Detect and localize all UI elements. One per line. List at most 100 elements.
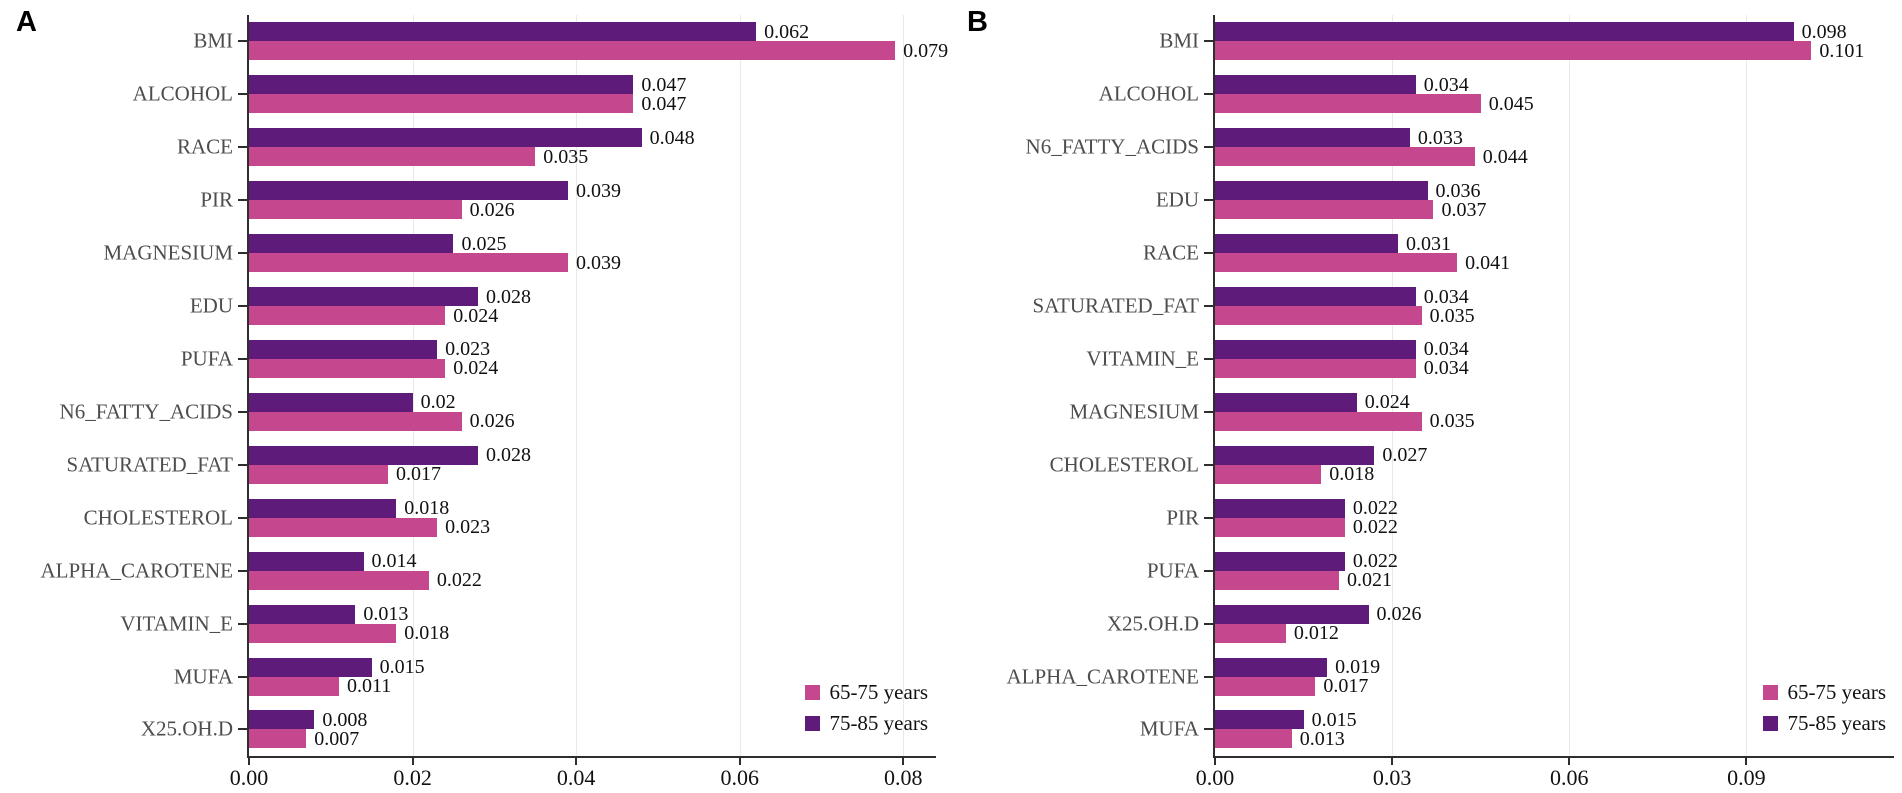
bar-pair: 0.013 0.018 (249, 603, 936, 643)
category-label: BMI (1159, 28, 1199, 53)
bar-value-label: 0.007 (314, 727, 360, 750)
category-label: VITAMIN_E (1086, 346, 1199, 371)
x-axis-tick-label: 0.03 (1372, 765, 1412, 790)
bar-value-label: 0.015 (379, 656, 425, 679)
bar-line: 0.022 (1215, 551, 1894, 571)
bar-value-label: 0.013 (363, 603, 409, 626)
bar-75-85 (1215, 128, 1410, 148)
legend-label: 75-85 years (1787, 711, 1886, 735)
bar-65-75 (1215, 147, 1475, 167)
bar-65-75 (249, 729, 307, 749)
bar-75-85 (249, 339, 438, 359)
legend-label: 65-75 years (829, 680, 928, 704)
x-axis-tick (738, 756, 741, 765)
bar-65-75 (1215, 729, 1292, 749)
bar-value-label: 0.101 (1819, 39, 1865, 62)
category-group: EDU 0.028 0.024 (190, 280, 936, 333)
y-axis-tick (1204, 305, 1213, 308)
bar-pair: 0.034 0.034 (1215, 339, 1894, 378)
y-axis-tick (1204, 252, 1213, 255)
bar-value-label: 0.048 (649, 126, 695, 149)
x-gridline (412, 15, 414, 756)
legend-entry: 75-85 years (805, 713, 928, 734)
category-label: N6_FATTY_ACIDS (1025, 134, 1199, 159)
bar-line: 0.037 (1215, 200, 1894, 220)
category-label: X25.OH.D (1106, 611, 1199, 636)
bar-line: 0.024 (1215, 392, 1894, 412)
category-group: CHOLESTEROL 0.027 0.018 (1050, 438, 1894, 491)
bar-75-85 (249, 234, 454, 254)
y-axis-tick (1204, 146, 1213, 149)
bar-line: 0.028 (249, 287, 936, 307)
category-label: PIR (1166, 505, 1199, 530)
bar-65-75 (1215, 306, 1422, 326)
category-group: MAGNESIUM 0.025 0.039 (103, 227, 936, 280)
x-axis-tick (902, 756, 905, 765)
bar-line: 0.044 (1215, 147, 1894, 167)
bar-line: 0.047 (249, 75, 936, 95)
bar-line: 0.022 (1215, 498, 1894, 518)
panel-b: B 0.00 0.03 0.06 0.09 BMI 0.098 0.101 ALCOHOL 0.… (951, 0, 1902, 793)
bar-75-85 (249, 551, 364, 571)
legend: 65-75 years 75-85 years (805, 682, 928, 734)
bar-75-85 (1215, 710, 1304, 730)
category-label: EDU (189, 293, 233, 318)
bar-65-75 (1215, 570, 1339, 590)
y-axis-tick (238, 463, 247, 466)
panel-letter-b: B (967, 6, 988, 38)
bar-75-85 (1215, 604, 1369, 624)
bar-value-label: 0.031 (1406, 232, 1452, 255)
bar-75-85 (249, 498, 397, 518)
bar-75-85 (1215, 287, 1416, 307)
bar-value-label: 0.015 (1311, 708, 1357, 731)
bar-line: 0.098 (1215, 22, 1894, 42)
category-label: BMI (193, 28, 233, 53)
x-axis-tick-label: 0.00 (229, 765, 269, 790)
bar-75-85 (249, 287, 478, 307)
bar-line: 0.023 (249, 517, 936, 537)
bar-pair: 0.031 0.041 (1215, 232, 1894, 273)
legend: 65-75 years 75-85 years (1763, 682, 1886, 734)
y-axis-tick (1204, 410, 1213, 413)
bar-line: 0.039 (249, 181, 936, 201)
bar-line: 0.018 (1215, 463, 1894, 486)
bar-line: 0.048 (249, 126, 936, 149)
x-gridline (903, 15, 905, 756)
y-axis-tick (1204, 93, 1213, 96)
bar-65-75 (249, 200, 462, 220)
category-group: VITAMIN_E 0.013 0.018 (120, 597, 936, 650)
category-group: PIR 0.022 0.022 (1166, 491, 1894, 544)
category-label: RACE (176, 134, 233, 159)
bar-65-75 (249, 623, 397, 643)
category-group: X25.OH.D 0.026 0.012 (1107, 597, 1894, 650)
bar-value-label: 0.011 (346, 675, 392, 698)
bar-75-85 (1215, 22, 1794, 42)
bar-rows: BMI 0.062 0.079 ALCOHOL 0.047 0.047 RACE 0.048 0… (41, 15, 949, 756)
bar-pair: 0.023 0.024 (249, 339, 936, 378)
category-group: PUFA 0.022 0.021 (1147, 544, 1894, 597)
bar-65-75 (1215, 411, 1422, 431)
bar-75-85 (1215, 75, 1416, 95)
plot-area-b: 0.00 0.03 0.06 0.09 BMI 0.098 0.101 ALCOHOL 0.03… (1007, 15, 1894, 789)
bar-line: 0.026 (1215, 604, 1894, 624)
y-axis-tick (238, 357, 247, 360)
x-axis-tick-label: 0.00 (1195, 765, 1235, 790)
bar-value-label: 0.022 (436, 569, 482, 592)
y-axis-tick (1204, 463, 1213, 466)
category-group: MAGNESIUM 0.024 0.035 (1069, 385, 1894, 438)
bar-value-label: 0.026 (469, 198, 515, 221)
bar-pair: 0.034 0.035 (1215, 287, 1894, 326)
category-group: X25.OH.D 0.008 0.007 (141, 703, 936, 756)
bar-pair: 0.028 0.017 (249, 445, 936, 484)
y-axis-tick (1204, 569, 1213, 572)
category-group: VITAMIN_E 0.034 0.034 (1086, 333, 1894, 386)
category-label: ALCOHOL (1098, 81, 1199, 106)
bar-line: 0.034 (1215, 287, 1894, 307)
legend-swatch-65-75-icon (1763, 685, 1779, 700)
bar-65-75 (249, 517, 438, 537)
legend-entry: 75-85 years (1763, 713, 1886, 734)
bar-value-label: 0.018 (1329, 463, 1375, 486)
bar-value-label: 0.034 (1423, 73, 1469, 96)
category-group: EDU 0.036 0.037 (1156, 174, 1894, 227)
category-label: PIR (200, 187, 233, 212)
